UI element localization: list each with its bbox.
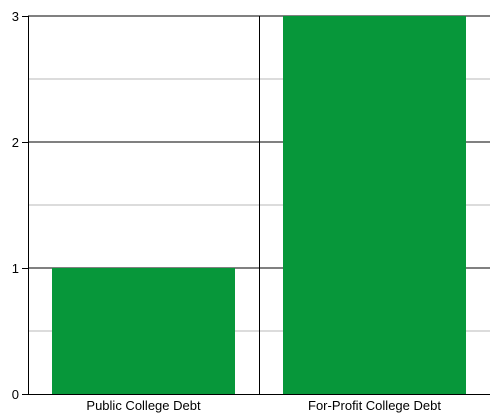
x-category-label: For-Profit College Debt [308, 398, 441, 413]
bars [52, 16, 466, 394]
axes [22, 16, 490, 395]
y-tick-label: 1 [12, 261, 19, 276]
y-tick-label: 3 [12, 9, 19, 24]
y-tick-label: 2 [12, 135, 19, 150]
bar-2 [283, 16, 466, 394]
labels: 0 1 2 3 Public College Debt For-Profit Colleg… [12, 9, 442, 413]
y-tick-label: 0 [12, 387, 19, 402]
x-category-label: Public College Debt [86, 398, 201, 413]
bar-1 [52, 268, 235, 394]
